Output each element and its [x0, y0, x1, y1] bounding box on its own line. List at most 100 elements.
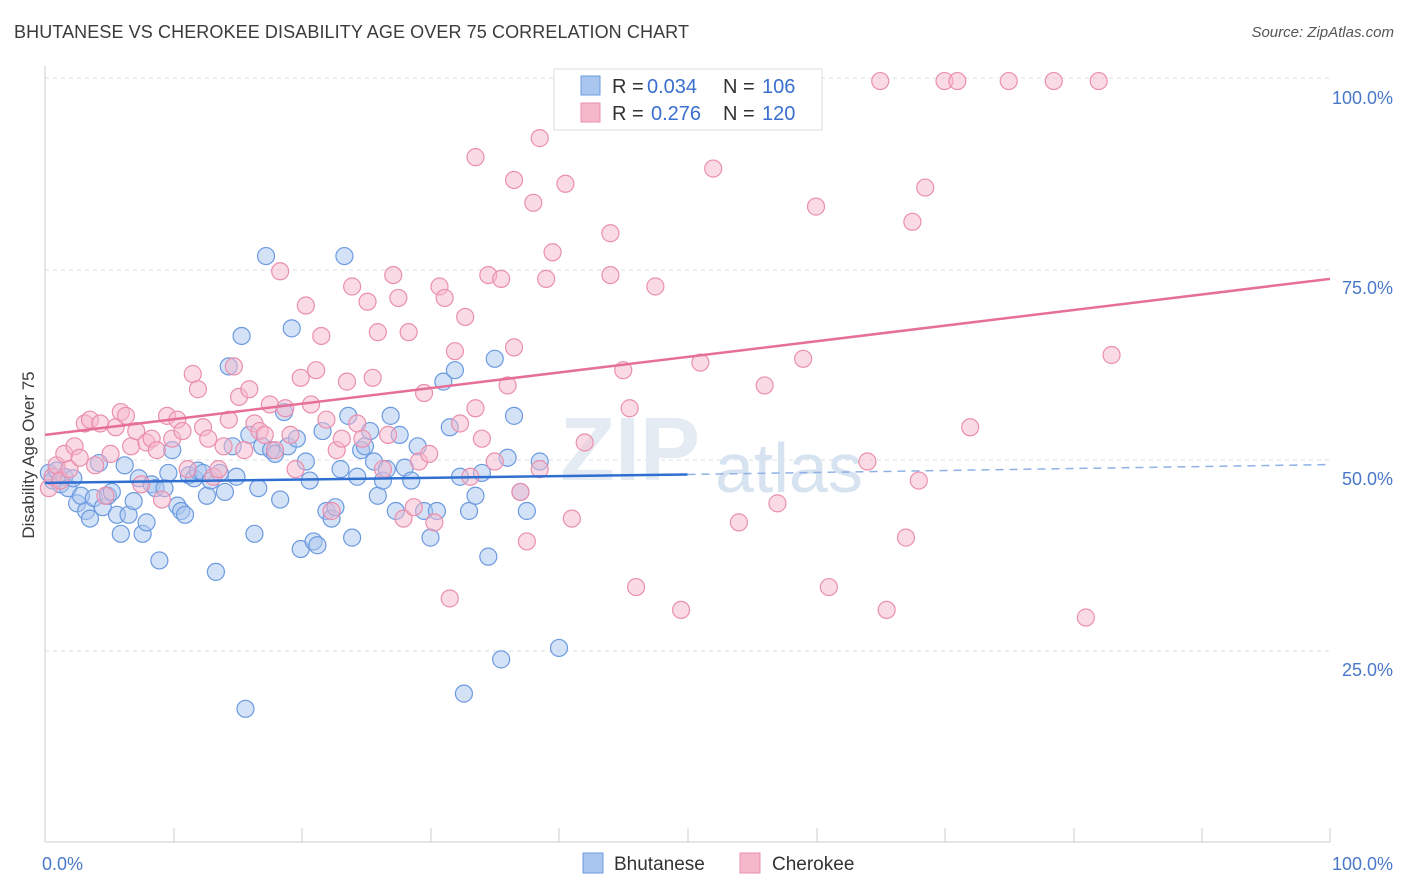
cherokee-point-56 [322, 501, 341, 521]
bottom-legend-label-bhutanese: Bhutanese [614, 854, 705, 875]
cherokee-point-89 [498, 376, 517, 395]
axes-layer [44, 66, 1331, 843]
cherokee-point-91 [511, 482, 530, 502]
cherokee-point-19 [132, 475, 151, 494]
cherokee-point-109 [755, 376, 774, 395]
cherokee-point-69 [389, 288, 408, 308]
bhutanese-point-63 [308, 536, 327, 555]
cherokee-point-29 [183, 364, 202, 384]
cherokee-point-66 [373, 460, 393, 479]
bhutanese-point-49 [249, 479, 268, 498]
cherokee-point-61 [348, 414, 367, 433]
legend-n-label-2: N = [723, 103, 755, 125]
cherokee-point-102 [620, 399, 639, 418]
cherokee-point-28 [178, 460, 197, 479]
y-axis-title: Disability Age Over 75 [19, 371, 38, 538]
cherokee-point-97 [556, 174, 575, 193]
bhutanese-point-77 [368, 486, 387, 505]
legend-n-value-1: 106 [762, 76, 795, 98]
cherokee-point-125 [903, 212, 922, 231]
cherokee-point-121 [504, 170, 524, 190]
cherokee-point-76 [425, 513, 444, 532]
bhutanese-point-26 [150, 551, 169, 570]
cherokee-point-49 [286, 460, 305, 479]
cherokee-point-17 [121, 437, 141, 456]
cherokee-point-72 [404, 498, 423, 517]
bhutanese-point-10 [80, 509, 100, 528]
legend-r-value-1: 0.034 [647, 76, 697, 98]
bhutanese-point-69 [335, 246, 354, 266]
legend-n-value-2: 120 [762, 103, 795, 125]
series-cherokee [39, 71, 1121, 627]
cherokee-point-81 [450, 414, 470, 433]
cherokee-point-40 [240, 380, 259, 399]
bhutanese-point-39 [206, 562, 226, 581]
bhutanese-point-17 [111, 524, 130, 543]
bhutanese-point-68 [331, 460, 350, 479]
cherokee-point-116 [909, 471, 928, 490]
bottom-legend-label-cherokee: Cherokee [772, 854, 854, 875]
bhutanese-point-41 [215, 482, 234, 502]
cherokee-point-98 [562, 509, 581, 528]
cherokee-point-22 [147, 441, 166, 460]
cherokee-point-113 [858, 452, 877, 471]
bhutanese-point-93 [454, 684, 474, 703]
cherokee-point-100 [601, 265, 620, 285]
bhutanese-point-97 [479, 547, 498, 566]
cherokee-point-93 [524, 193, 543, 212]
bhutanese-point-101 [504, 406, 524, 425]
cherokee-point-35 [214, 437, 233, 456]
bhutanese-trendline-extension [687, 463, 1331, 476]
watermark-atlas: atlas [715, 429, 863, 507]
cherokee-point-99 [575, 433, 594, 452]
cherokee-point-115 [896, 528, 916, 547]
bhutanese-point-48 [245, 524, 264, 543]
cherokee-point-119 [1102, 345, 1121, 365]
cherokee-point-117 [961, 418, 980, 437]
cherokee-point-63 [358, 292, 377, 311]
cherokee-point-27 [173, 421, 192, 441]
bhutanese-point-72 [348, 467, 367, 486]
bottom-legend: Bhutanese Cherokee [582, 852, 854, 875]
legend-r-value-2: 0.276 [651, 103, 701, 125]
cherokee-point-114 [877, 600, 896, 620]
bhutanese-point-45 [232, 326, 251, 346]
cherokee-point-104 [646, 277, 665, 296]
cherokee-point-78 [435, 288, 454, 308]
bhutanese-point-105 [549, 638, 569, 658]
bhutanese-point-84 [402, 471, 421, 490]
cherokee-point-108 [729, 513, 749, 532]
cherokee-point-64 [363, 368, 382, 387]
bottom-legend-swatch-cherokee [739, 852, 761, 874]
bhutanese-point-20 [124, 491, 143, 511]
cherokee-point-5 [60, 460, 79, 479]
cherokee-point-80 [445, 342, 465, 361]
legend-n-label-1: N = [723, 76, 755, 98]
bhutanese-trendline [44, 473, 688, 485]
cherokee-point-34 [209, 460, 228, 479]
chart-title: BHUTANESE VS CHEROKEE DISABILITY AGE OVE… [14, 22, 690, 42]
cherokee-point-112 [819, 577, 838, 597]
cherokee-point-123 [601, 224, 620, 243]
source-label: Source: ZipAtlas.com [1251, 24, 1394, 41]
y-tick-label-100: 100.0% [1332, 88, 1393, 108]
cherokee-point-130 [999, 71, 1018, 91]
bhutanese-point-51 [256, 246, 276, 266]
cherokee-point-59 [337, 372, 357, 391]
bhutanese-point-44 [227, 467, 246, 486]
cherokee-point-48 [281, 425, 300, 444]
cherokee-point-103 [626, 577, 646, 597]
cherokee-point-75 [420, 444, 439, 464]
cherokee-point-50 [291, 368, 310, 387]
cherokee-point-120 [466, 148, 485, 167]
cherokee-point-53 [307, 361, 326, 380]
cherokee-point-85 [472, 429, 491, 448]
cherokee-trendline [44, 277, 1331, 437]
cherokee-point-110 [768, 494, 787, 513]
bhutanese-point-80 [381, 406, 400, 425]
cherokee-point-68 [384, 265, 403, 285]
cherokee-point-58 [332, 429, 351, 448]
cherokee-point-111 [794, 349, 813, 368]
cherokee-point-124 [806, 197, 826, 216]
cherokee-point-90 [504, 338, 524, 357]
